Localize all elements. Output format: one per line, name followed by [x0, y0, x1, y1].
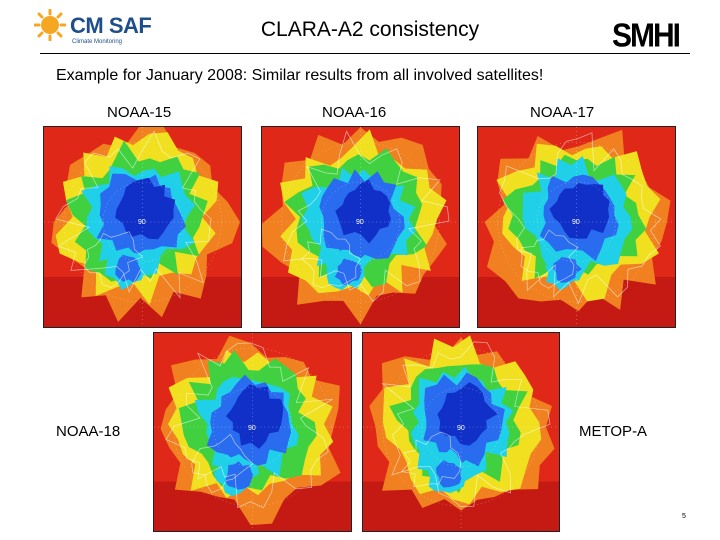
center-mark: 90	[248, 425, 256, 432]
polar-map	[44, 127, 241, 327]
map-noaa-16: 90	[261, 126, 460, 328]
polar-map	[478, 127, 675, 327]
page-number: 5	[682, 513, 686, 520]
page-title: CLARA-A2 consistency	[260, 18, 480, 41]
sun-icon	[34, 9, 66, 41]
polar-map	[262, 127, 459, 327]
polar-map	[154, 333, 351, 531]
slide-subtitle: Example for January 2008: Similar result…	[56, 67, 544, 84]
panel-label-metop-a: METOP-A	[579, 423, 648, 440]
logo-tagline: Climate Monitoring	[72, 39, 123, 45]
panel-label-noaa-18: NOAA-18	[56, 423, 121, 440]
header-divider	[40, 53, 690, 54]
center-mark: 90	[572, 219, 580, 226]
map-metop-a: 90	[362, 332, 560, 532]
panel-label-noaa-16: NOAA-16	[322, 104, 387, 121]
panel-label-noaa-15: NOAA-15	[107, 104, 172, 121]
polar-map	[363, 333, 559, 531]
smhi-logo: SMHI	[612, 18, 681, 55]
center-mark: 90	[138, 219, 146, 226]
panel-label-noaa-17: NOAA-17	[530, 104, 595, 121]
cm-saf-logo: CM SAF Climate Monitoring	[34, 9, 164, 49]
map-noaa-18: 90	[153, 332, 352, 532]
center-mark: 90	[457, 425, 465, 432]
center-mark: 90	[356, 219, 364, 226]
logo-text: CM SAF	[70, 13, 152, 38]
map-noaa-17: 90	[477, 126, 676, 328]
map-noaa-15: 90	[43, 126, 242, 328]
